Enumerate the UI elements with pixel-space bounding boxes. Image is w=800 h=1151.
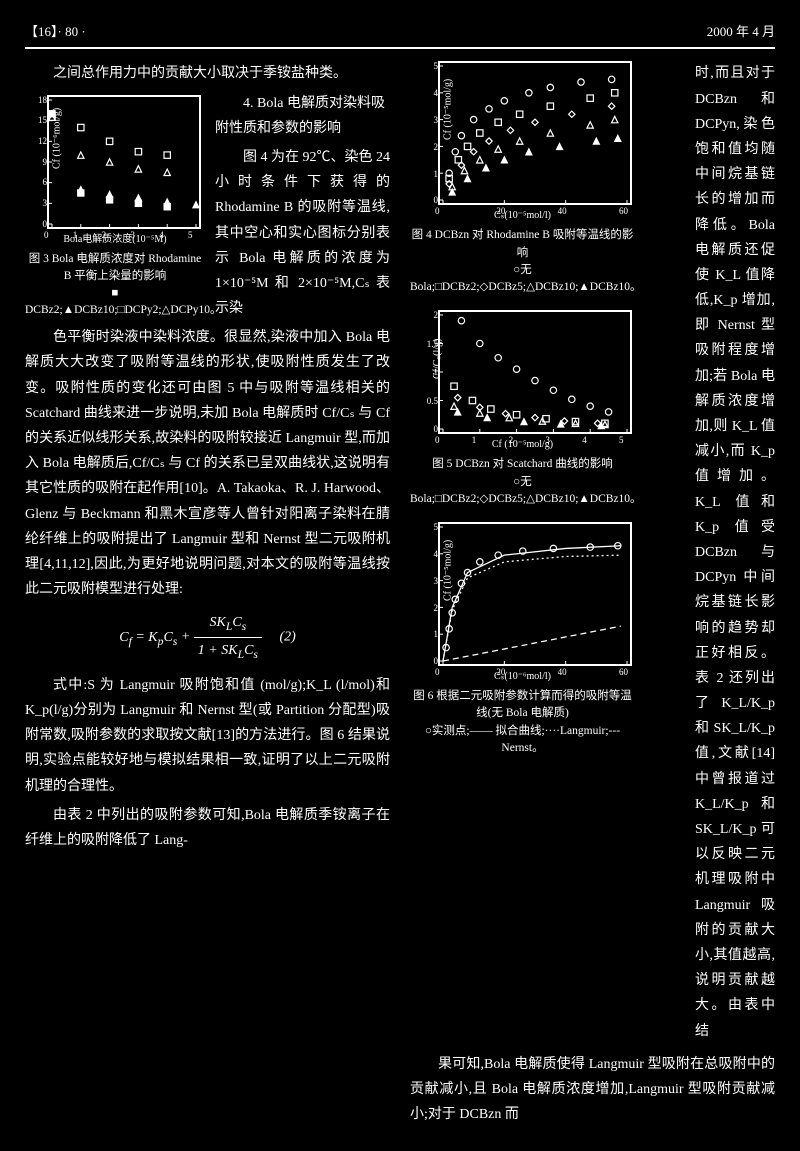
left-body-3: 由表 2 中列出的吸附参数可知,Bola 电解质季铵离子在纤维上的吸附降低了 L… [25, 803, 390, 853]
left-body-1: 色平衡时染液中染料浓度。很显然,染液中加入 Bola 电解质大大改变了吸附等温线… [25, 325, 390, 602]
fig4-xlabel: Cₛ(10⁻⁵mol/l) [410, 209, 635, 223]
page-header: 【16】· 80 · 2000 年 4 月 [25, 20, 775, 49]
opening-para: 之间总作用力中的贡献大小取决于季铵盐种类。 [25, 61, 390, 86]
figure-4: Cf (10⁻⁵mol/g)0123450204060 Cₛ(10⁻⁵mol/l… [410, 61, 635, 296]
figure-3: Cf (10⁻⁶mol/g)0369121518012345 Bola电解质浓度… [25, 95, 205, 320]
fig6-caption: 图 6 根据二元吸附参数计算而得的吸附等温线(无 Bola 电解质) ○实测点;… [410, 688, 635, 757]
header-left: 【16】· 80 · [25, 20, 86, 43]
fig5-caption: 图 5 DCBzn 对 Scatchard 曲线的影响 ○无 Bola;□DCB… [410, 456, 635, 508]
left-column: 之间总作用力中的贡献大小取决于季铵盐种类。 Cf (10⁻⁶mol/g)0369… [25, 61, 390, 1131]
right-side-text: 时,而且对于 DCBzn 和 DCPyn,染色饱和值均随中间烷基链长的增加而降低… [695, 61, 775, 1043]
fig5-xlabel: Cf (10⁻⁵mol/g) [410, 438, 635, 452]
equation-2: Cf = KpCs + SKLCs 1 + SKLCs (2) [25, 610, 390, 665]
fig4-caption: 图 4 DCBzn 对 Rhodamine B 吸附等温线的影响 ○无 Bola… [410, 227, 635, 296]
fig3-caption: 图 3 Bola 电解质浓度对 Rhodamine B 平衡上染量的影响 ■ D… [25, 251, 205, 320]
fig6-chart: Cf (10⁻⁵mol/g)0123450204060 [438, 522, 632, 666]
right-tail-para: 果可知,Bola 电解质使得 Langmuir 型吸附在总吸附中的贡献减小,且 … [410, 1052, 775, 1128]
fig4-chart: Cf (10⁻⁵mol/g)0123450204060 [438, 61, 632, 205]
two-column-layout: 之间总作用力中的贡献大小取决于季铵盐种类。 Cf (10⁻⁶mol/g)0369… [25, 61, 775, 1131]
figure-5: Cf/Cₛ(l/g)00.511.52012345 Cf (10⁻⁵mol/g)… [410, 310, 635, 508]
fig3-xlabel: Bola电解质浓度(10⁻⁵M) [25, 233, 205, 247]
header-right: 2000 年 4 月 [707, 20, 775, 43]
right-column: 时,而且对于 DCBzn 和 DCPyn,染色饱和值均随中间烷基链长的增加而降低… [410, 61, 775, 1131]
left-body-2: 式中:S 为 Langmuir 吸附饱和值 (mol/g);K_L (l/mol… [25, 673, 390, 799]
fig5-chart: Cf/Cₛ(l/g)00.511.52012345 [438, 310, 632, 434]
fig6-xlabel: Cₛ(10⁻⁶mol/l) [410, 670, 635, 684]
fig3-chart: Cf (10⁻⁶mol/g)0369121518012345 [47, 95, 201, 229]
figure-6: Cf (10⁻⁵mol/g)0123450204060 Cₛ(10⁻⁶mol/l… [410, 522, 635, 757]
